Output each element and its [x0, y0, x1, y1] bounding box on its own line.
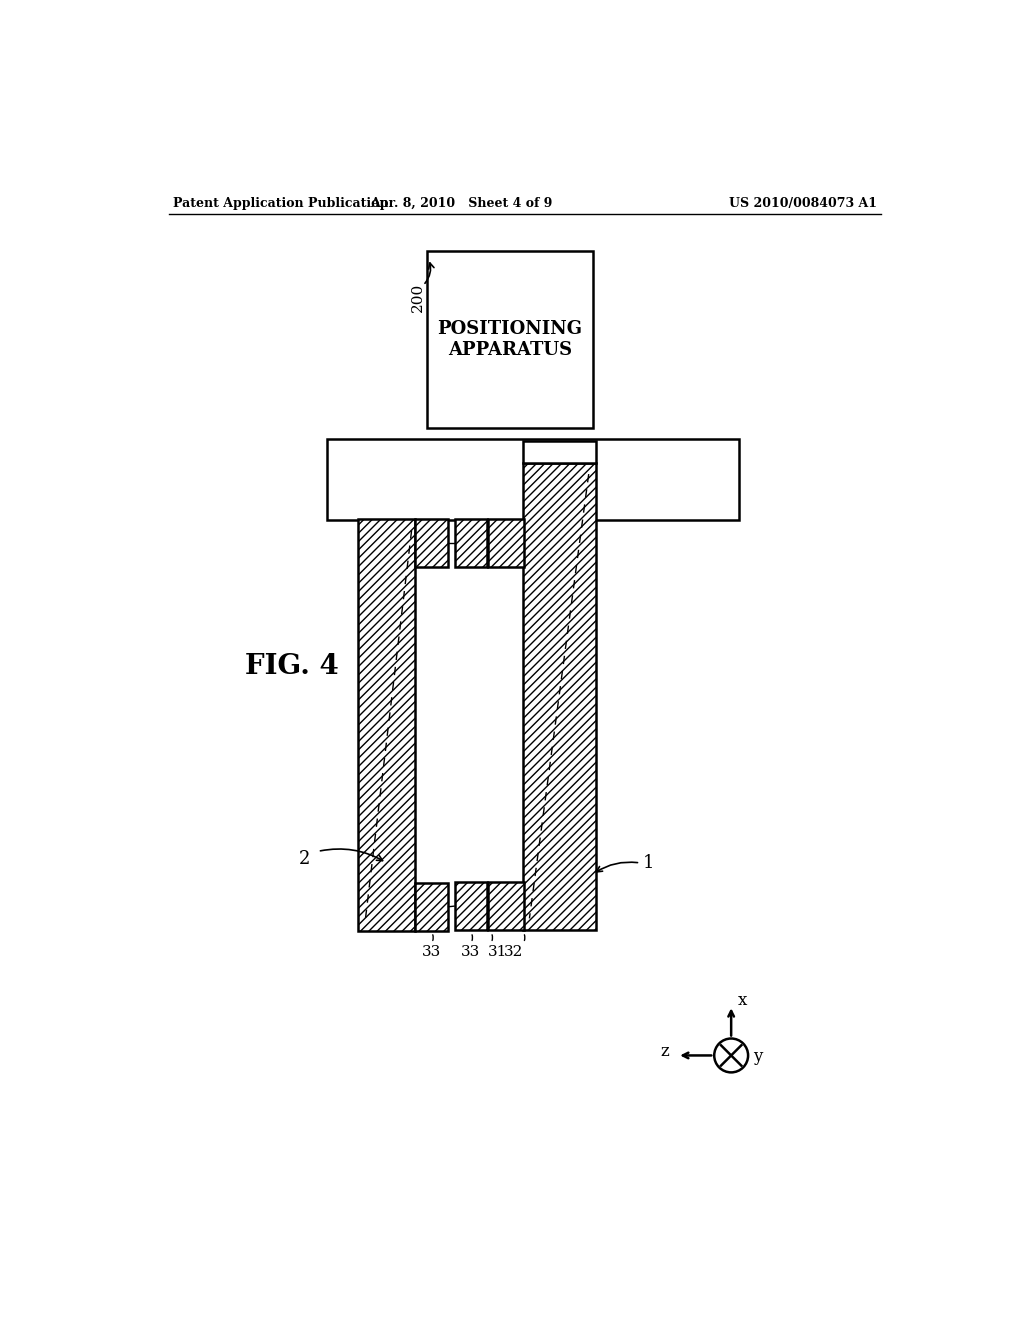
Text: Patent Application Publication: Patent Application Publication: [173, 197, 388, 210]
Bar: [357, 519, 416, 931]
Bar: [523, 462, 596, 929]
Bar: [455, 519, 487, 566]
Bar: [416, 519, 447, 566]
Text: z: z: [660, 1043, 670, 1060]
Bar: [487, 882, 524, 929]
Bar: [455, 882, 487, 929]
Text: x: x: [737, 991, 746, 1008]
Bar: [487, 882, 524, 929]
Bar: [416, 883, 447, 931]
Text: FIG. 4: FIG. 4: [245, 653, 338, 680]
Bar: [455, 519, 487, 566]
Text: 200: 200: [411, 282, 425, 312]
Bar: [523, 441, 596, 462]
Text: 2: 2: [299, 850, 310, 869]
Text: 33: 33: [461, 945, 480, 958]
Text: 33: 33: [422, 945, 441, 958]
Text: POSITIONING
APPARATUS: POSITIONING APPARATUS: [437, 319, 583, 359]
Bar: [416, 519, 447, 566]
Text: US 2010/0084073 A1: US 2010/0084073 A1: [729, 197, 878, 210]
Bar: [487, 519, 524, 566]
Text: y: y: [753, 1048, 762, 1065]
Text: Apr. 8, 2010   Sheet 4 of 9: Apr. 8, 2010 Sheet 4 of 9: [371, 197, 553, 210]
Bar: [327, 440, 739, 520]
Bar: [487, 519, 524, 566]
Bar: [357, 519, 416, 931]
Text: 32: 32: [504, 945, 523, 958]
Bar: [427, 251, 593, 428]
Text: 31: 31: [488, 945, 508, 958]
Bar: [523, 462, 596, 929]
Bar: [416, 883, 447, 931]
Bar: [455, 882, 487, 929]
Text: 1: 1: [643, 854, 654, 873]
